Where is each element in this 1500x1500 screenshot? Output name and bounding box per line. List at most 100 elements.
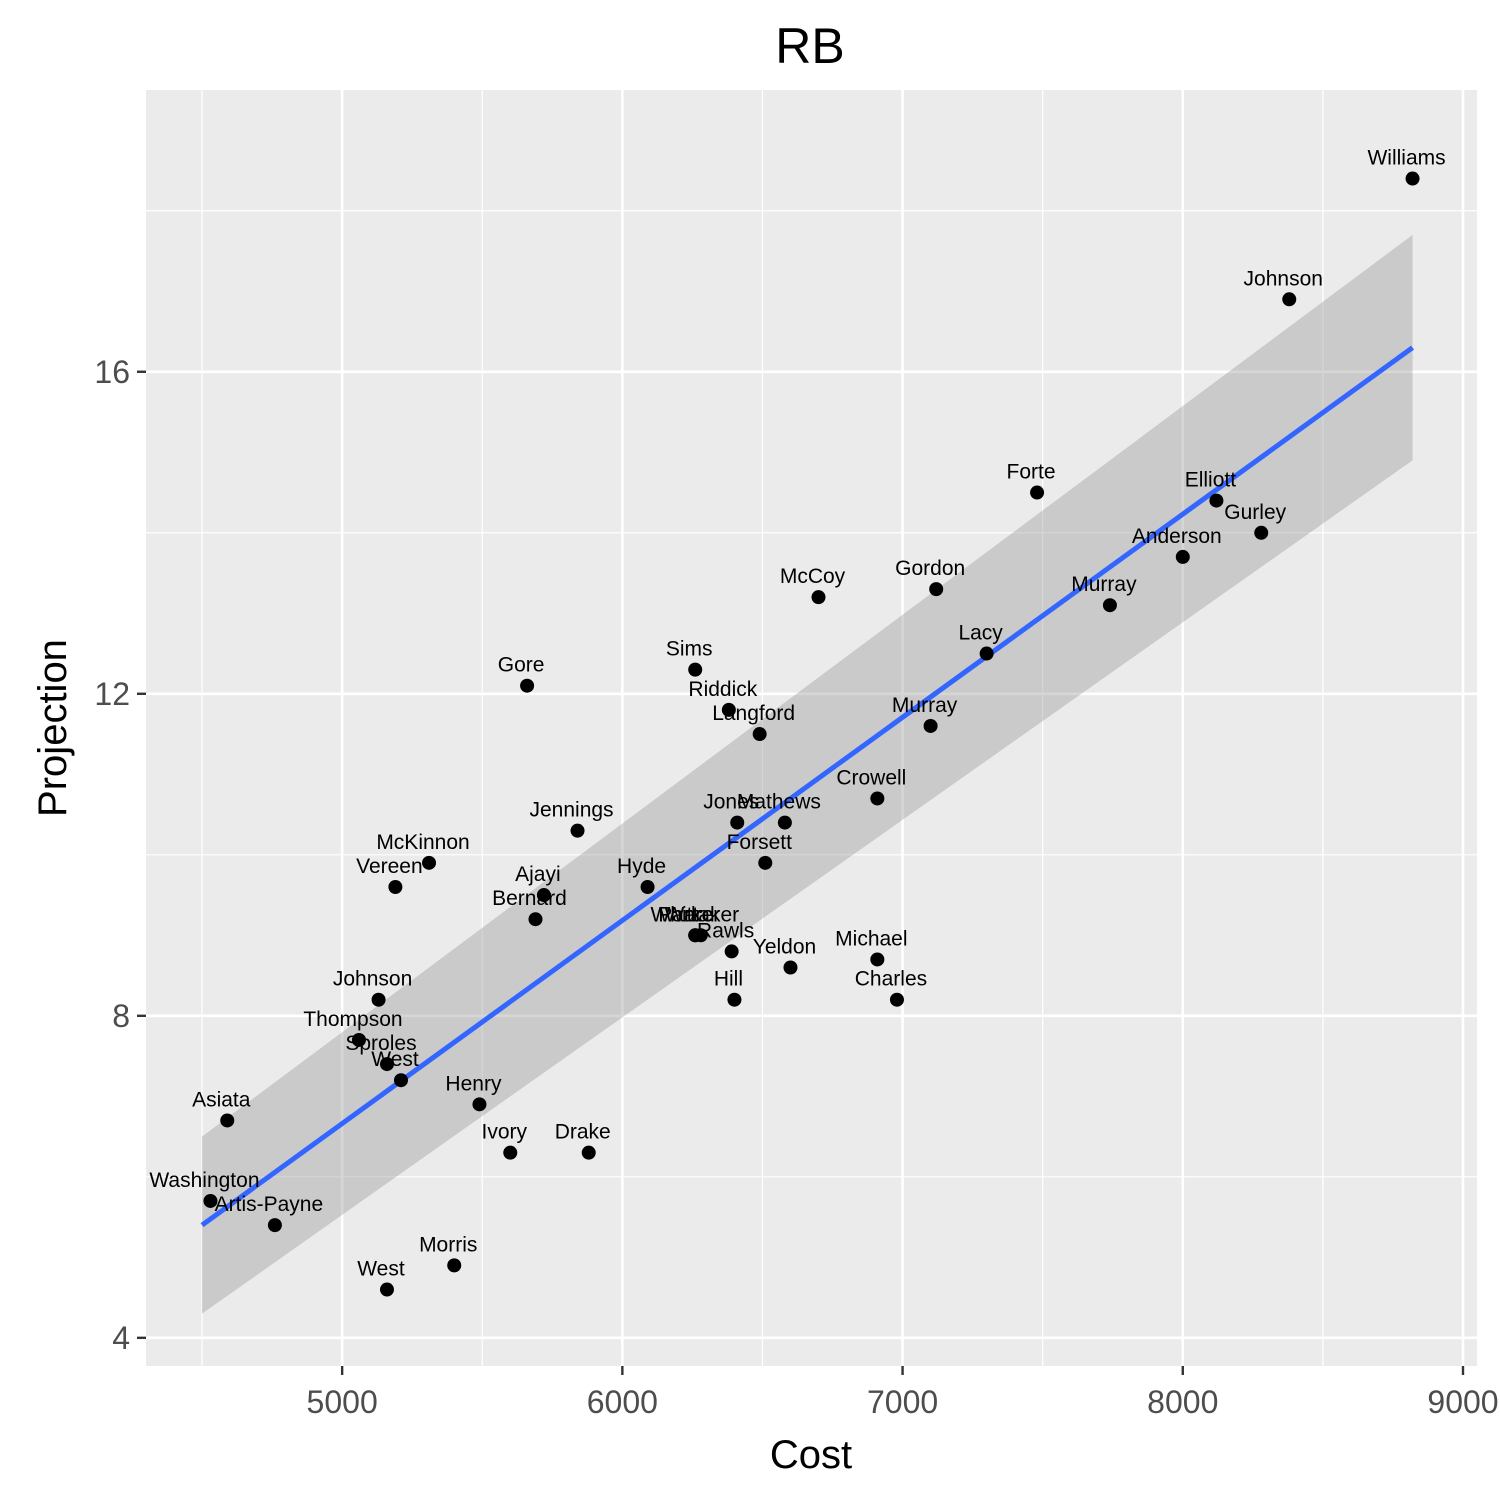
plot-panel (146, 90, 1477, 1366)
point-label: Artis-Payne (215, 1193, 324, 1216)
point-label: Whittaker (650, 903, 739, 926)
data-point (870, 952, 885, 967)
data-point (811, 590, 826, 605)
data-point (1254, 525, 1269, 540)
data-point (422, 855, 437, 870)
data-point (929, 582, 944, 597)
point-label: Ivory (482, 1121, 528, 1144)
data-point (777, 815, 792, 830)
point-label: Johnson (1244, 267, 1323, 290)
data-point (688, 662, 703, 677)
point-label: Michael (835, 927, 907, 950)
point-label: Langford (712, 702, 795, 725)
point-label: Rawls (697, 919, 754, 942)
data-point (388, 879, 403, 894)
point-label: West (371, 1048, 419, 1071)
y-tick-label: 12 (94, 676, 130, 712)
x-tick-label: 6000 (587, 1384, 658, 1420)
point-labels: Williams Johnson Forte Elliott GurleyAnderso… (149, 147, 1445, 1281)
data-point (536, 888, 551, 903)
x-tick-label: 9000 (1427, 1384, 1498, 1420)
data-point (724, 944, 739, 959)
point-label: Forsett (727, 831, 793, 854)
data-point (379, 1282, 394, 1297)
point-label: Morris (419, 1233, 477, 1256)
data-point (1209, 493, 1224, 508)
data-point (783, 960, 798, 975)
x-axis-title: Cost (770, 1433, 852, 1477)
point-label: Parker (658, 903, 720, 926)
data-point (570, 823, 585, 838)
point-label: McCoy (780, 565, 846, 588)
data-point (371, 992, 386, 1007)
point-label: Jennings (529, 799, 613, 822)
data-point (979, 646, 994, 661)
point-label: Sproles (345, 1032, 416, 1055)
x-tick-label: 5000 (307, 1384, 378, 1420)
data-point (379, 1057, 394, 1072)
data-point (447, 1258, 462, 1273)
axis-ticks: 5000 6000 7000 8000 9000 4 8 12 16 (94, 354, 1498, 1420)
point-label: Murray (1071, 573, 1137, 596)
data-point (528, 912, 543, 927)
data-point (1030, 485, 1045, 500)
point-label: Williams (1367, 147, 1445, 170)
chart-title: RB (775, 18, 844, 74)
data-point (727, 992, 742, 1007)
point-label: Hyde (617, 855, 666, 878)
point-label: Drake (555, 1121, 611, 1144)
point-label: Vereen (356, 855, 423, 878)
point-label: Thompson (303, 1008, 402, 1031)
data-point (393, 1073, 408, 1088)
data-point (640, 879, 655, 894)
major-gridlines (146, 90, 1477, 1366)
data-point (923, 718, 938, 733)
y-tick-label: 16 (94, 354, 130, 390)
point-label: Washington (149, 1169, 259, 1192)
point-label: Jones (703, 791, 759, 814)
y-tick-label: 8 (112, 998, 130, 1034)
point-label: Ajayi (515, 863, 561, 886)
data-point (581, 1145, 596, 1160)
y-tick-label: 4 (112, 1320, 130, 1356)
data-point (203, 1193, 218, 1208)
data-point (351, 1032, 366, 1047)
point-label: McKinnon (376, 831, 469, 854)
point-label: Gurley (1224, 501, 1286, 524)
point-label: Gore (498, 654, 545, 677)
x-tick-label: 8000 (1147, 1384, 1218, 1420)
point-label: West (357, 1258, 405, 1281)
data-point (752, 727, 767, 742)
point-label: Sims (666, 638, 713, 661)
data-point (1175, 549, 1190, 564)
data-point (472, 1097, 487, 1112)
point-label: Henry (445, 1072, 502, 1095)
point-label: Asiata (192, 1088, 251, 1111)
data-point (1405, 171, 1420, 186)
data-point (688, 928, 703, 943)
point-label: Anderson (1132, 525, 1222, 548)
data-point (503, 1145, 518, 1160)
x-tick-label: 7000 (867, 1384, 938, 1420)
point-label: Lacy (958, 622, 1003, 645)
y-axis-title: Projection (31, 639, 75, 817)
point-label: Charles (855, 968, 927, 991)
point-label: Johnson (333, 968, 412, 991)
point-label: Elliott (1185, 469, 1237, 492)
data-points (203, 171, 1420, 1297)
point-label: Riddick (688, 678, 757, 701)
data-point (721, 702, 736, 717)
data-point (758, 855, 773, 870)
data-point (520, 678, 535, 693)
data-point (870, 791, 885, 806)
confidence-band (202, 234, 1413, 1314)
point-label: Ware (665, 903, 714, 926)
data-point (1282, 292, 1297, 307)
point-label: Yeldon (753, 936, 816, 959)
data-point (1102, 598, 1117, 613)
data-point (889, 992, 904, 1007)
point-label: Murray (892, 694, 958, 717)
data-point (220, 1113, 235, 1128)
point-label: Forte (1007, 461, 1056, 484)
